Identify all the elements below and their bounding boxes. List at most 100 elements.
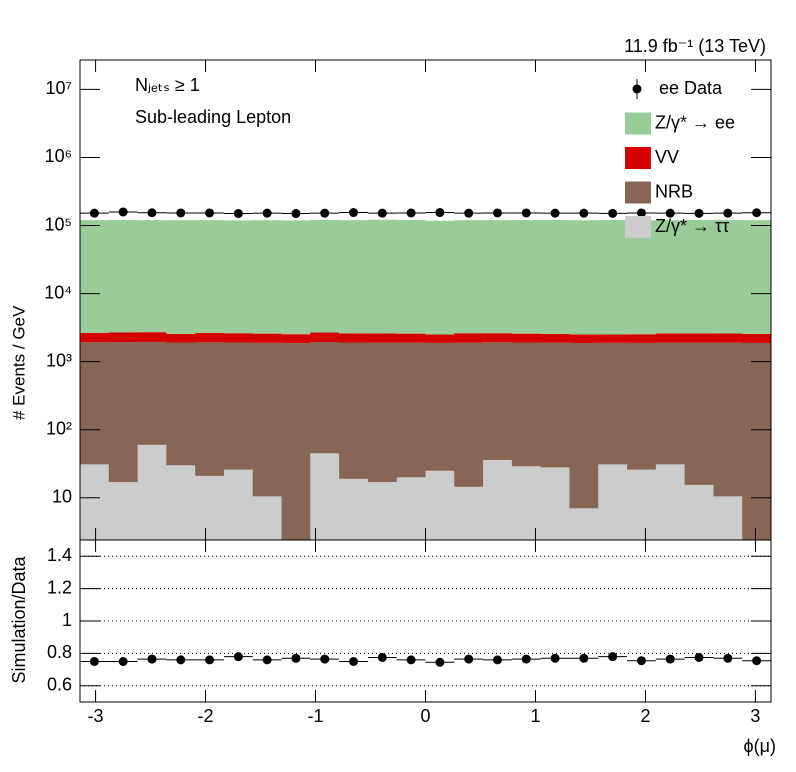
data-point bbox=[608, 208, 618, 218]
histogram-bar bbox=[425, 470, 455, 540]
histogram-bar bbox=[252, 220, 282, 334]
histogram-bar bbox=[713, 342, 743, 497]
histogram-bar bbox=[569, 220, 599, 335]
data-point bbox=[694, 208, 704, 218]
data-point bbox=[233, 209, 243, 219]
histogram-bar bbox=[223, 333, 254, 343]
histogram-bar bbox=[598, 219, 628, 335]
data-point bbox=[118, 207, 128, 217]
ratio-point bbox=[694, 652, 704, 662]
histogram-bar bbox=[655, 333, 685, 343]
histogram-bar bbox=[137, 220, 167, 333]
y-tick-label: 1.4 bbox=[47, 545, 72, 565]
y-tick-label: 1 bbox=[62, 610, 72, 630]
histogram-bar bbox=[454, 220, 484, 334]
annotation: Nⱼₑₜₛ ≥ 1 bbox=[135, 75, 200, 95]
histogram-bar bbox=[281, 220, 311, 335]
data-point bbox=[291, 209, 301, 219]
histogram-bar bbox=[281, 343, 311, 540]
histogram-bar bbox=[339, 333, 369, 343]
legend-swatch bbox=[625, 147, 651, 169]
histogram-bar bbox=[569, 334, 599, 344]
histogram-bar bbox=[742, 220, 772, 334]
ratio-point bbox=[377, 652, 387, 662]
data-point bbox=[320, 208, 330, 218]
histogram-bar bbox=[684, 484, 714, 540]
histogram-bar bbox=[396, 219, 426, 334]
histogram-bar bbox=[396, 342, 426, 478]
histogram-bar bbox=[598, 334, 628, 343]
data-point bbox=[262, 208, 272, 218]
ratio-point bbox=[291, 653, 301, 663]
ratio-point bbox=[550, 653, 560, 663]
y-axis-label: Simulation/Data bbox=[9, 555, 29, 683]
x-tick-label: 0 bbox=[420, 706, 430, 726]
ratio-point bbox=[665, 654, 675, 664]
histogram-bar bbox=[223, 220, 254, 334]
y-tick-label: 10² bbox=[46, 418, 72, 438]
histogram-bar bbox=[655, 220, 685, 334]
histogram-bar bbox=[281, 334, 311, 344]
histogram-bar bbox=[598, 464, 628, 540]
legend-label: Z/γ* → ee bbox=[655, 112, 735, 132]
histogram-bar bbox=[310, 219, 340, 333]
x-tick-label: 3 bbox=[750, 706, 760, 726]
histogram-bar bbox=[252, 342, 282, 497]
histogram-bar bbox=[425, 220, 455, 335]
legend-swatch bbox=[625, 181, 651, 204]
histogram-bar bbox=[108, 482, 138, 540]
data-point bbox=[579, 208, 589, 218]
data-point bbox=[521, 208, 531, 218]
y-tick-label: 0.8 bbox=[47, 642, 72, 662]
histogram-bar bbox=[108, 342, 138, 483]
histogram-bar bbox=[742, 333, 772, 343]
y-tick-label: 1.2 bbox=[47, 577, 72, 597]
histogram-bar bbox=[310, 332, 340, 342]
histogram-bar bbox=[540, 219, 570, 334]
histogram-bar bbox=[511, 333, 541, 343]
ratio-point bbox=[521, 654, 531, 664]
plot-frame bbox=[79, 539, 772, 703]
data-point bbox=[665, 208, 675, 218]
histogram-bar bbox=[511, 219, 541, 334]
histogram-bar bbox=[80, 464, 110, 540]
histogram-bar bbox=[454, 333, 484, 343]
data-point bbox=[492, 208, 502, 218]
luminosity: 11.9 fb⁻¹ (13 TeV) bbox=[624, 36, 766, 56]
histogram-bar bbox=[339, 478, 369, 540]
ratio-point bbox=[147, 654, 157, 664]
histogram-bar bbox=[483, 342, 513, 460]
ratio-point bbox=[636, 656, 646, 666]
ratio-point bbox=[464, 654, 474, 664]
histogram-bar bbox=[742, 342, 772, 540]
histogram-bar bbox=[598, 342, 628, 465]
ratio-point bbox=[349, 657, 359, 666]
data-point bbox=[147, 208, 157, 218]
histogram-bar bbox=[137, 444, 167, 540]
y-tick-label: 10⁷ bbox=[45, 78, 72, 98]
x-axis-label: ϕ(μ) bbox=[744, 736, 776, 756]
ratio-point bbox=[262, 655, 272, 665]
histogram-bar bbox=[108, 219, 138, 333]
histogram-bar bbox=[511, 342, 541, 467]
histogram-bar bbox=[713, 496, 743, 540]
histogram-bar bbox=[396, 477, 426, 540]
ratio-point bbox=[579, 653, 589, 663]
histogram-bar bbox=[367, 482, 398, 540]
histogram-bar bbox=[540, 467, 570, 540]
histogram-bar bbox=[655, 464, 685, 540]
histogram-bar bbox=[569, 508, 599, 540]
x-tick-label: 2 bbox=[640, 706, 650, 726]
legend-label: Z/γ* → ττ bbox=[655, 216, 729, 236]
data-point bbox=[464, 208, 474, 218]
legend-label: ee Data bbox=[659, 78, 723, 98]
histogram-bar bbox=[223, 342, 254, 470]
y-tick-label: 10⁵ bbox=[45, 214, 72, 234]
histogram-bar bbox=[252, 333, 282, 343]
histogram-bar bbox=[396, 333, 426, 343]
histogram-bar bbox=[310, 453, 340, 540]
legend-marker bbox=[632, 84, 642, 94]
data-point bbox=[752, 208, 762, 218]
histogram-bar bbox=[655, 342, 685, 465]
